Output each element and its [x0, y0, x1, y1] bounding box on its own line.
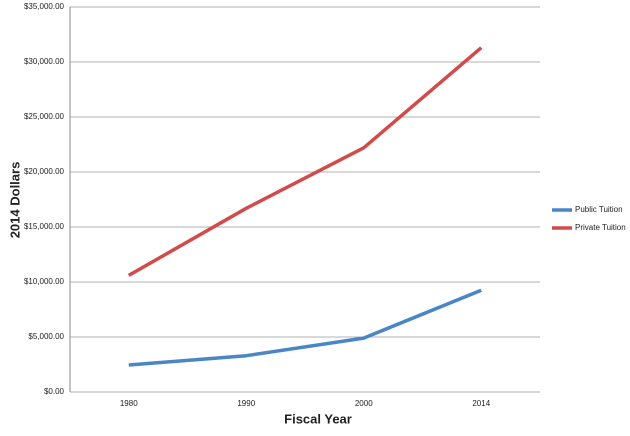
x-tick-label: 2000	[355, 399, 373, 408]
x-tick-label: 1990	[237, 399, 255, 408]
y-tick-label: $25,000.00	[24, 112, 65, 121]
y-tick-label: $15,000.00	[24, 222, 65, 231]
y-tick-label: $0.00	[44, 387, 65, 396]
line-series	[127, 46, 483, 277]
legend-label: Private Tuition	[575, 223, 626, 232]
y-tick-label: $30,000.00	[24, 57, 65, 66]
y-tick-label: $20,000.00	[24, 167, 65, 176]
y-tick-label: $35,000.00	[24, 2, 65, 11]
legend-label: Public Tuition	[575, 205, 623, 214]
y-tick-label: $10,000.00	[24, 277, 65, 286]
y-axis-title: 2014 Dollars	[7, 162, 22, 239]
line-series	[128, 288, 482, 367]
y-tick-label: $5,000.00	[28, 332, 64, 341]
x-axis-title: Fiscal Year	[284, 411, 352, 426]
x-tick-label: 1980	[120, 399, 138, 408]
x-tick-label: 2014	[472, 399, 490, 408]
